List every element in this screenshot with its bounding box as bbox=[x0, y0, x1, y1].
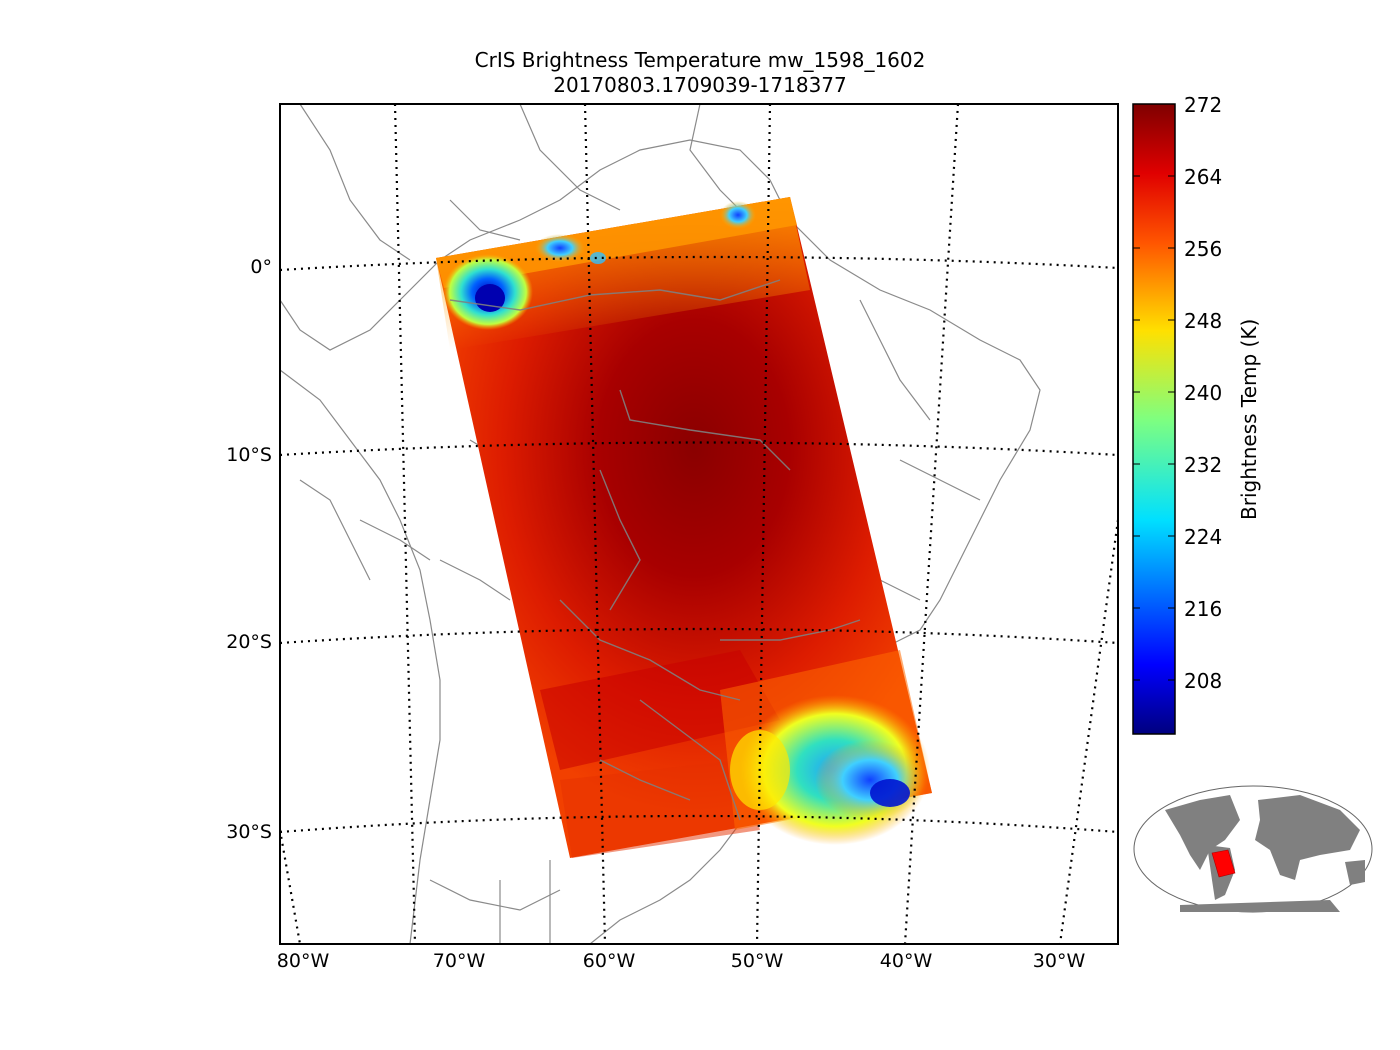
lon-label-70w: 70°W bbox=[432, 950, 486, 972]
map-frame bbox=[279, 103, 1119, 945]
colorbar-axis-label: Brightness Temp (K) bbox=[1237, 318, 1261, 520]
borders-over-swath bbox=[449, 279, 861, 821]
colorbar-tick-label: 216 bbox=[1184, 597, 1223, 621]
graticule bbox=[280, 104, 1118, 944]
lon-label-60w: 60°W bbox=[582, 950, 636, 972]
inset-world-map bbox=[1133, 785, 1373, 913]
colorbar-tick-label: 208 bbox=[1184, 669, 1223, 693]
colorbar-tick-label: 224 bbox=[1184, 525, 1223, 549]
lat-label-30s: 30°S bbox=[226, 821, 272, 843]
brightness-temperature-swath bbox=[436, 197, 932, 858]
lon-label-40w: 40°W bbox=[879, 950, 933, 972]
lon-label-30w: 30°W bbox=[1032, 950, 1086, 972]
inset-swath-marker bbox=[1211, 849, 1236, 878]
lon-label-80w: 80°W bbox=[276, 950, 330, 972]
map-title-line2: 20170803.1709039-1718377 bbox=[553, 73, 847, 97]
lat-label-0: 0° bbox=[250, 256, 272, 278]
lon-label-50w: 50°W bbox=[730, 950, 784, 972]
map-title-line1: CrIS Brightness Temperature mw_1598_1602 bbox=[474, 48, 926, 72]
colorbar-tick-label: 256 bbox=[1184, 237, 1223, 261]
colorbar bbox=[1132, 103, 1176, 735]
map-panel bbox=[280, 104, 1118, 944]
lat-label-20s: 20°S bbox=[226, 631, 272, 653]
colorbar-tick-label: 248 bbox=[1184, 309, 1223, 333]
colorbar-tick-label: 240 bbox=[1184, 381, 1223, 405]
colorbar-tick-label: 264 bbox=[1184, 165, 1223, 189]
colorbar-tick-label: 232 bbox=[1184, 453, 1223, 477]
lat-label-10s: 10°S bbox=[226, 444, 272, 466]
colorbar-ticks bbox=[1133, 103, 1175, 681]
colorbar-tick-label: 272 bbox=[1184, 93, 1223, 117]
